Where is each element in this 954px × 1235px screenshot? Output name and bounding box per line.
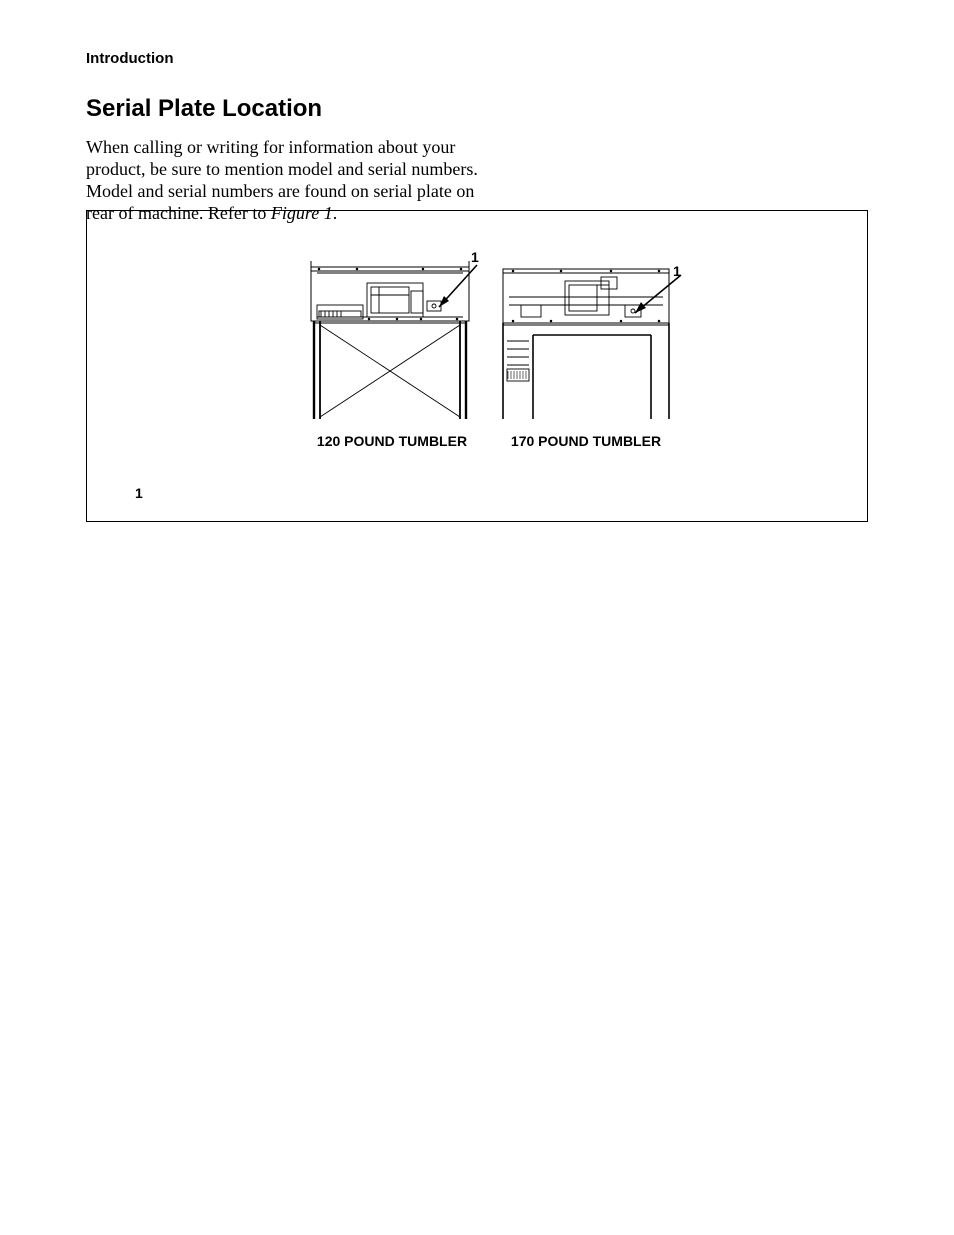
para-line-2: product, be sure to mention model and se… (86, 159, 478, 179)
legend-callout-1: 1 (135, 485, 143, 501)
figure-1-frame: 1 1 (86, 210, 868, 522)
arrow-left-icon (429, 263, 489, 323)
caption-170: 170 POUND TUMBLER (501, 433, 671, 449)
para-line-3: Model and serial numbers are found on se… (86, 181, 474, 201)
section-header: Introduction (86, 50, 868, 67)
arrow-right-icon (625, 273, 695, 333)
caption-120: 120 POUND TUMBLER (309, 433, 475, 449)
page-title: Serial Plate Location (86, 95, 868, 123)
para-line-1: When calling or writing for information … (86, 137, 455, 157)
